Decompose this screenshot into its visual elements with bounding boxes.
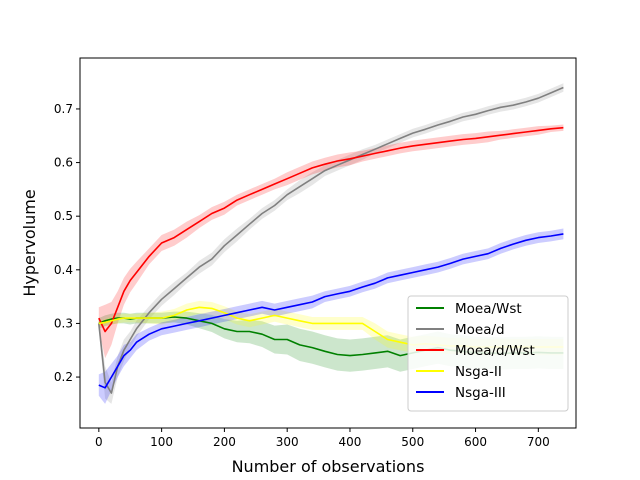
band-nsga-iii (98, 228, 564, 404)
x-tick-label: 100 (150, 435, 173, 449)
x-axis-ticks: 0 100 200 300 400 500 600 700 (95, 428, 550, 449)
y-tick-label: 0.7 (54, 102, 73, 116)
x-tick-label: 0 (95, 435, 103, 449)
y-tick-label: 0.3 (54, 316, 73, 330)
line-nsga-iii (98, 233, 564, 389)
x-tick-label: 300 (276, 435, 299, 449)
x-tick-label: 500 (401, 435, 424, 449)
y-axis-label: Hypervolume (20, 189, 39, 296)
plot-frame (79, 57, 577, 429)
legend-label-moea-d: Moea/d (455, 322, 505, 338)
y-tick-label: 0.6 (54, 156, 73, 170)
x-axis-label: Number of observations (232, 457, 425, 476)
legend-label-moea-d-wst: Moea/d/Wst (455, 343, 535, 359)
legend: Moea/Wst Moea/d Moea/d/Wst Nsga-II Nsga-III (407, 295, 569, 412)
x-tick-label: 700 (527, 435, 550, 449)
legend-box (407, 295, 569, 412)
legend-label-nsga-iii: Nsga-III (455, 385, 506, 401)
x-tick-label: 600 (464, 435, 487, 449)
y-tick-label: 0.5 (54, 209, 73, 223)
y-tick-label: 0.4 (54, 263, 73, 277)
y-axis-ticks: 0.2 0.3 0.4 0.5 0.6 0.7 (54, 102, 80, 384)
legend-label-moea-wst: Moea/Wst (455, 301, 522, 317)
x-tick-label: 400 (339, 435, 362, 449)
line-moea-d-wst (98, 126, 564, 333)
y-tick-label: 0.2 (54, 370, 73, 384)
x-tick-label: 200 (213, 435, 236, 449)
legend-label-nsga-ii: Nsga-II (455, 364, 502, 380)
